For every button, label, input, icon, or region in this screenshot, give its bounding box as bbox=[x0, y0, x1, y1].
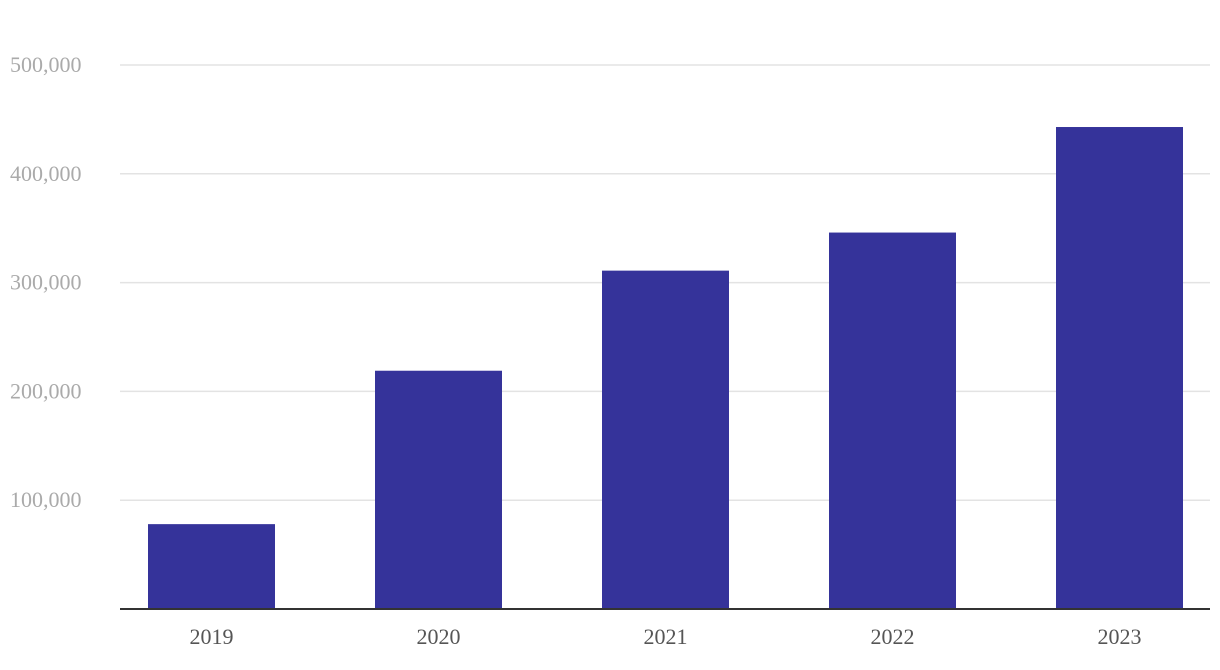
y-tick-label: 300,000 bbox=[10, 270, 82, 295]
bar bbox=[1056, 127, 1183, 610]
bar bbox=[829, 232, 956, 609]
y-tick-label: 400,000 bbox=[10, 161, 82, 186]
y-tick-label: 200,000 bbox=[10, 378, 82, 403]
x-tick-label: 2019 bbox=[190, 624, 234, 649]
bar bbox=[602, 270, 729, 609]
x-tick-label: 2023 bbox=[1098, 624, 1142, 649]
x-tick-label: 2021 bbox=[644, 624, 688, 649]
bar bbox=[375, 370, 502, 609]
y-tick-label: 100,000 bbox=[10, 487, 82, 512]
x-tick-label: 2020 bbox=[417, 624, 461, 649]
bar bbox=[148, 524, 275, 609]
y-tick-label: 500,000 bbox=[10, 52, 82, 77]
x-tick-label: 2022 bbox=[871, 624, 915, 649]
